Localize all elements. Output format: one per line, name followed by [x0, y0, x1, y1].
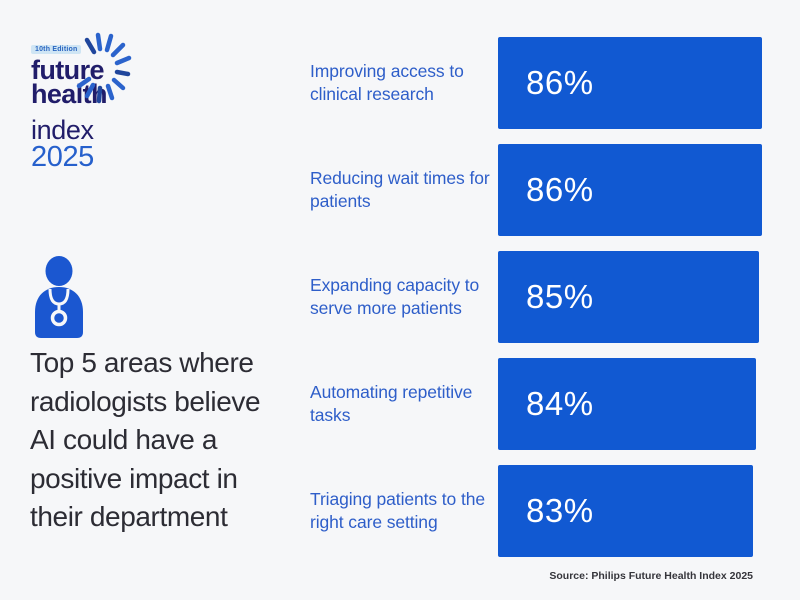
- source-attribution: Source: Philips Future Health Index 2025: [549, 570, 753, 582]
- bar-category-label: Reducing wait times for patients: [310, 168, 490, 211]
- bar-value-label: 83%: [526, 492, 594, 529]
- chart-row: Improving access to clinical research 86…: [310, 37, 765, 129]
- bar: 86%: [498, 144, 762, 236]
- future-health-index-logo: 10th Edition future health index 2025: [31, 38, 151, 173]
- radiologist-stethoscope-icon: [35, 256, 83, 338]
- starburst-rays-icon: [76, 32, 132, 104]
- bar-chart: Improving access to clinical research 86…: [310, 37, 765, 557]
- chart-title: Top 5 areas where radiologists believe A…: [30, 347, 261, 532]
- chart-row: Triaging patients to the right care sett…: [310, 465, 765, 557]
- chart-row: Automating repetitive tasks 84%: [310, 358, 765, 450]
- edition-badge: 10th Edition: [31, 45, 82, 54]
- bar-category-label: Expanding capacity to serve more patient…: [310, 275, 480, 318]
- bar-category-label: Triaging patients to the right care sett…: [310, 489, 485, 532]
- bar-value-label: 85%: [526, 278, 594, 315]
- chart-row: Expanding capacity to serve more patient…: [310, 251, 765, 343]
- bar: 84%: [498, 358, 756, 450]
- bar: 83%: [498, 465, 753, 557]
- bar-value-label: 84%: [526, 385, 594, 422]
- logo-word-future: future: [31, 55, 105, 85]
- bar-category-label: Improving access to clinical research: [310, 61, 464, 104]
- bar: 86%: [498, 37, 762, 129]
- bar-category-label: Automating repetitive tasks: [310, 382, 473, 425]
- bar-value-label: 86%: [526, 64, 594, 101]
- logo-year: 2025: [31, 141, 94, 173]
- bar: 85%: [498, 251, 759, 343]
- logo-word-index: index: [31, 115, 94, 145]
- bar-value-label: 86%: [526, 171, 594, 208]
- chart-row: Reducing wait times for patients 86%: [310, 144, 765, 236]
